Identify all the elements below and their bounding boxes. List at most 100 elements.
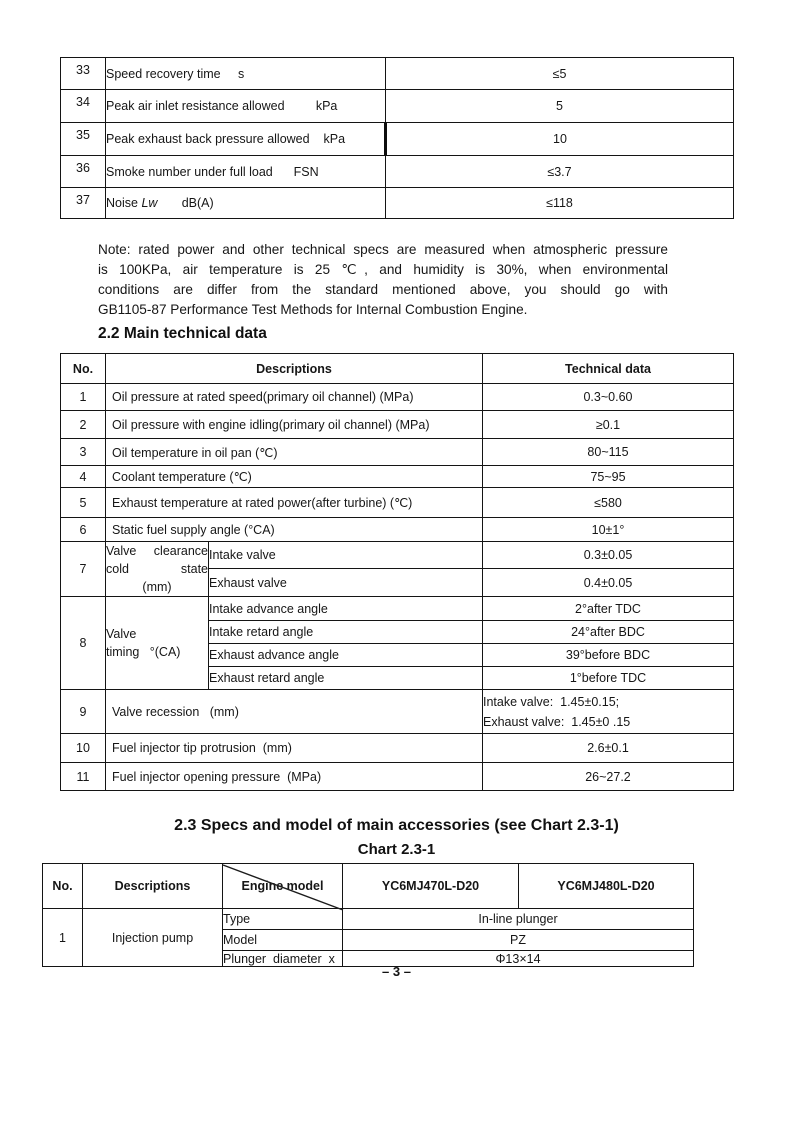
main-technical-data-table: No. Descriptions Technical data 1 Oil pr… [60, 353, 734, 791]
note-line: Note: rated power and other technical sp… [98, 242, 668, 257]
row-number: 7 [60, 541, 106, 597]
row-number: 4 [60, 465, 106, 488]
header-descriptions: Descriptions [82, 863, 223, 909]
section-2-2-heading: 2.2 Main technical data [98, 325, 267, 342]
row-value: 75~95 [482, 465, 734, 488]
table-row: Intake retard angle 24°after BDC [61, 620, 734, 644]
header-descriptions: Descriptions [105, 353, 483, 384]
table-row: 1 Oil pressure at rated speed(primary oi… [60, 383, 734, 411]
table-row: 1 Injection pump Type In-line plunger [42, 908, 694, 967]
row-value: 0.4±0.05 [482, 568, 734, 597]
note-paragraph: Note: rated power and other technical sp… [98, 240, 668, 320]
row-description: Oil temperature in oil pan (℃) [105, 438, 483, 466]
row-description: Coolant temperature (℃) [105, 465, 483, 488]
note-line: GB1105-87 Performance Test Methods for I… [98, 302, 528, 317]
noise-symbol: Lw [141, 196, 158, 210]
table-row: 33 Speed recovery time s ≤5 [60, 57, 734, 90]
header-no: No. [60, 353, 106, 384]
row-value: ≤118 [385, 187, 734, 219]
row-value: In-line plunger [342, 908, 694, 930]
row-number: 3 [60, 438, 106, 466]
row-number: 33 [60, 57, 106, 90]
row-number: 10 [60, 733, 106, 763]
sub-description: Plunger diameter x [222, 950, 343, 967]
accessories-table: No. Descriptions Engine model YC6MJ470L-… [42, 863, 694, 967]
table-header-row: No. Descriptions Engine model YC6MJ470L-… [42, 863, 694, 909]
row-description: Oil pressure at rated speed(primary oil … [105, 383, 483, 411]
row-number: 11 [60, 762, 106, 791]
table-row: 7 Valve clearance cold state (mm) Intake v… [60, 541, 734, 597]
header-model-yc6mj480l: YC6MJ480L-D20 [518, 863, 694, 909]
row-value: 0.3±0.05 [482, 541, 734, 569]
row-value: Intake valve: 1.45±0.15; Exhaust valve: … [482, 689, 734, 734]
row-value: ≤580 [482, 487, 734, 518]
row-number: 2 [60, 410, 106, 439]
table-row: 8 Valve timing °(CA) Intake advance angl… [60, 596, 734, 690]
table-row: 2 Oil pressure with engine idling(primar… [60, 410, 734, 439]
header-no: No. [42, 863, 83, 909]
row-description: Static fuel supply angle (°CA) [105, 517, 483, 542]
row-description: Speed recovery time s [105, 57, 386, 90]
table-row: 3 Oil temperature in oil pan (℃) 80~115 [60, 438, 734, 466]
sub-description: Intake valve [208, 541, 483, 569]
sub-description: Exhaust advance angle [208, 643, 483, 667]
row-value: 1°before TDC [482, 666, 734, 690]
header-model-yc6mj470l: YC6MJ470L-D20 [342, 863, 519, 909]
row-number: 36 [60, 155, 106, 188]
row-value: 26~27.2 [482, 762, 734, 791]
table-row: 37 Noise Lw dB(A) ≤118 [60, 187, 734, 219]
row-value: 24°after BDC [482, 620, 734, 644]
table-header-row: No. Descriptions Technical data [60, 353, 734, 384]
row-number: 8 [60, 596, 106, 690]
table-row: 5 Exhaust temperature at rated power(aft… [60, 487, 734, 518]
row-description: Valve recession (mm) [105, 689, 483, 734]
valve-clearance-label: Valve clearance cold state (mm) [105, 541, 209, 597]
header-engine-model: Engine model [222, 863, 343, 909]
row-value: Φ13×14 [342, 950, 694, 967]
row-value: 10 [384, 122, 734, 156]
table-row: Plunger diameter x Φ13×14 [43, 950, 694, 967]
row-number: 1 [60, 383, 106, 411]
table-row: 35 Peak exhaust back pressure allowed kP… [60, 122, 734, 156]
row-value: 2.6±0.1 [482, 733, 734, 763]
row-number: 9 [60, 689, 106, 734]
chart-2-3-1-label: Chart 2.3-1 [357, 841, 436, 858]
table-row: 36 Smoke number under full load FSN ≤3.7 [60, 155, 734, 188]
accessories-table-wrap: No. Descriptions Engine model YC6MJ470L-… [42, 863, 694, 967]
table-row: 10 Fuel injector tip protrusion (mm) 2.6… [60, 733, 734, 763]
table-row: 34 Peak air inlet resistance allowed kPa… [60, 89, 734, 123]
table-row: 4 Coolant temperature (℃) 75~95 [60, 465, 734, 488]
table-row: Exhaust advance angle 39°before BDC [61, 643, 734, 667]
row-description: Fuel injector opening pressure (MPa) [105, 762, 483, 791]
row-number: 6 [60, 517, 106, 542]
header-technical-data: Technical data [482, 353, 734, 384]
row-number: 5 [60, 487, 106, 518]
row-number: 34 [60, 89, 106, 123]
sub-description: Exhaust retard angle [208, 666, 483, 690]
row-value: ≤5 [385, 57, 734, 90]
row-value: 0.3~0.60 [482, 383, 734, 411]
sub-description: Model [222, 929, 343, 951]
row-description: Peak exhaust back pressure allowed kPa [105, 122, 386, 156]
section-2-3-heading: 2.3 Specs and model of main accessories … [174, 817, 619, 834]
table-row: Exhaust retard angle 1°before TDC [61, 666, 734, 690]
row-value: 80~115 [482, 438, 734, 466]
note-line: is 100KPa, air temperature is 25 ℃, and … [98, 262, 668, 277]
row-number: 35 [60, 122, 106, 156]
row-value: PZ [342, 929, 694, 951]
table-row: Model PZ [43, 929, 694, 951]
row-description: Noise Lw dB(A) [105, 187, 386, 219]
table-row: 6 Static fuel supply angle (°CA) 10±1° [60, 517, 734, 542]
row-number: 37 [60, 187, 106, 219]
page-number: – 3 – [382, 964, 411, 979]
row-description: Peak air inlet resistance allowed kPa [105, 89, 386, 123]
row-value: ≥0.1 [482, 410, 734, 439]
row-value: 2°after TDC [482, 596, 734, 621]
valve-timing-label: Valve timing °(CA) [105, 596, 209, 690]
sub-description: Intake advance angle [208, 596, 483, 621]
sub-description: Type [222, 908, 343, 930]
note-line: conditions are differ from the standard … [98, 282, 668, 297]
row-value: 5 [385, 89, 734, 123]
table-row: 11 Fuel injector opening pressure (MPa) … [60, 762, 734, 791]
